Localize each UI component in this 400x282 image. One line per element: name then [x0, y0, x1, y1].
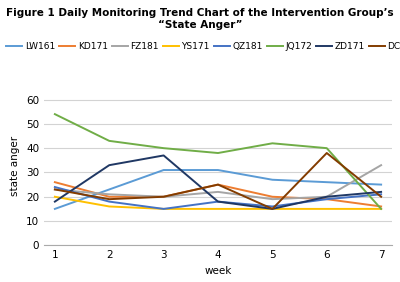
Line: LW161: LW161: [55, 170, 381, 209]
QZ181: [324, 197, 329, 201]
LW161: [107, 188, 112, 191]
DC192: [216, 183, 220, 186]
YS171: [52, 195, 57, 199]
FZ181: [161, 195, 166, 199]
YS171: [161, 207, 166, 211]
KD171: [107, 195, 112, 199]
ZD171: [379, 190, 384, 193]
YS171: [324, 207, 329, 211]
JQ172: [107, 139, 112, 143]
ZD171: [107, 164, 112, 167]
LW161: [324, 180, 329, 184]
X-axis label: week: week: [204, 266, 232, 276]
LW161: [270, 178, 275, 181]
FZ181: [270, 197, 275, 201]
JQ172: [270, 142, 275, 145]
FZ181: [324, 195, 329, 199]
YS171: [379, 207, 384, 211]
QZ181: [270, 205, 275, 208]
FZ181: [107, 193, 112, 196]
JQ172: [216, 151, 220, 155]
DC192: [379, 195, 384, 199]
ZD171: [216, 200, 220, 203]
YS171: [107, 205, 112, 208]
JQ172: [324, 146, 329, 150]
DC192: [161, 195, 166, 199]
ZD171: [52, 200, 57, 203]
Line: DC192: DC192: [55, 153, 381, 209]
KD171: [324, 197, 329, 201]
Text: Figure 1 Daily Monitoring Trend Chart of the Intervention Group’s “State Anger”: Figure 1 Daily Monitoring Trend Chart of…: [6, 8, 394, 30]
DC192: [270, 207, 275, 211]
KD171: [161, 195, 166, 199]
QZ181: [107, 200, 112, 203]
QZ181: [216, 200, 220, 203]
Legend: LW161, KD171, FZ181, YS171, QZ181, JQ172, ZD171, DC192: LW161, KD171, FZ181, YS171, QZ181, JQ172…: [2, 38, 400, 55]
JQ172: [161, 146, 166, 150]
LW161: [379, 183, 384, 186]
LW161: [52, 207, 57, 211]
LW161: [161, 168, 166, 172]
DC192: [324, 151, 329, 155]
YS171: [270, 207, 275, 211]
QZ181: [379, 193, 384, 196]
ZD171: [270, 207, 275, 211]
JQ172: [379, 207, 384, 211]
QZ181: [161, 207, 166, 211]
KD171: [52, 180, 57, 184]
YS171: [216, 207, 220, 211]
Line: KD171: KD171: [55, 182, 381, 206]
ZD171: [161, 154, 166, 157]
KD171: [379, 205, 384, 208]
KD171: [270, 195, 275, 199]
Y-axis label: state anger: state anger: [10, 136, 20, 197]
FZ181: [379, 164, 384, 167]
QZ181: [52, 185, 57, 189]
DC192: [52, 188, 57, 191]
Line: YS171: YS171: [55, 197, 381, 209]
FZ181: [52, 188, 57, 191]
Line: ZD171: ZD171: [55, 155, 381, 209]
Line: QZ181: QZ181: [55, 187, 381, 209]
JQ172: [52, 113, 57, 116]
DC192: [107, 197, 112, 201]
Line: JQ172: JQ172: [55, 114, 381, 209]
FZ181: [216, 190, 220, 193]
LW161: [216, 168, 220, 172]
ZD171: [324, 195, 329, 199]
KD171: [216, 183, 220, 186]
Line: FZ181: FZ181: [55, 165, 381, 199]
